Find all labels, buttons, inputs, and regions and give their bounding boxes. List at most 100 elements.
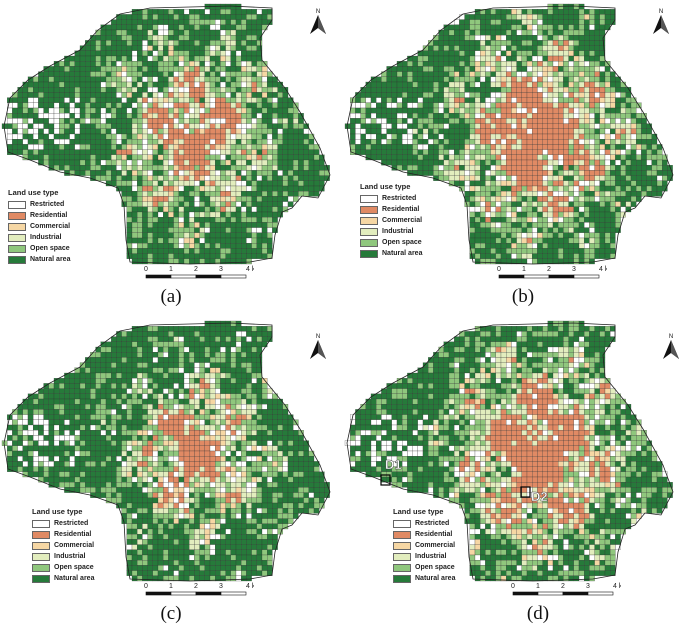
legend-item: Natural area <box>8 254 70 265</box>
scale-tick-label: 0 <box>144 266 148 273</box>
legend-item: Restricted <box>32 518 94 529</box>
legend-item: Industrial <box>8 232 70 243</box>
map-boundary <box>346 5 674 265</box>
legend-item: Restricted <box>360 193 422 204</box>
land-use-grid <box>1 3 330 265</box>
scale-bar-segment <box>195 274 222 279</box>
land-use-map-d: D1 D2 <box>344 320 674 582</box>
map-boundary <box>346 322 674 582</box>
scale-bar-graphic: 0 1 2 3 4 km <box>144 583 261 596</box>
scale-bar-segment <box>170 591 197 596</box>
legend-swatch <box>32 574 50 583</box>
scale-bar-segment <box>587 591 614 596</box>
legend-label: Residential <box>415 531 453 538</box>
scale-tick-label: 4 km <box>613 583 621 590</box>
scale-tick-label: 0 <box>497 266 501 273</box>
scale-bar-graphic: 0 1 2 3 4 km <box>497 266 614 279</box>
north-arrow: N <box>661 331 681 366</box>
panel-caption: (d) <box>526 603 550 624</box>
legend-swatch <box>32 519 50 528</box>
scale-tick-label: 1 <box>169 266 173 273</box>
map-legend: Land use type Restricted Residential Comme… <box>32 507 94 584</box>
legend-swatch <box>393 574 411 583</box>
scale-tick-label: 3 <box>219 266 223 273</box>
scale-tick-label: 4 km <box>246 583 254 590</box>
land-use-map-c <box>1 320 331 582</box>
legend-label: Industrial <box>54 553 86 560</box>
panel-caption: (b) <box>511 286 535 307</box>
scale-bar-graphic: 0 1 2 3 4 km <box>511 583 628 596</box>
legend-swatch <box>360 194 378 203</box>
north-arrow-icon: N <box>310 9 326 34</box>
legend-swatch <box>8 233 26 242</box>
scale-tick-label: 1 <box>169 583 173 590</box>
legend-label: Restricted <box>415 520 450 527</box>
map-panel-d: D1 D2 N Land use type Restricted Residenti… <box>343 317 685 633</box>
map-boundary <box>3 322 331 582</box>
legend-item: Industrial <box>32 551 94 562</box>
legend-swatch <box>32 563 50 572</box>
legend-label: Residential <box>30 212 68 219</box>
legend-label: Restricted <box>30 201 65 208</box>
north-arrow: N <box>651 6 671 41</box>
scale-tick-label: 2 <box>547 266 551 273</box>
legend-swatch <box>8 255 26 264</box>
legend-item: Residential <box>393 529 455 540</box>
legend-swatch <box>32 530 50 539</box>
legend-label: Natural area <box>30 256 71 263</box>
legend-title: Land use type <box>393 507 444 516</box>
scale-bar-segment <box>523 274 550 279</box>
map-panel-a: N Land use type Restricted Residential Com… <box>0 0 342 316</box>
district-marker <box>520 486 531 498</box>
north-arrow: N <box>308 6 328 41</box>
legend-item: Commercial <box>32 540 94 551</box>
scale-bar: 0 1 2 3 4 km <box>142 263 261 287</box>
legend-item: Commercial <box>360 215 422 226</box>
legend-title: Land use type <box>360 182 411 191</box>
legend-item: Industrial <box>393 551 455 562</box>
north-label: N <box>659 9 663 15</box>
land-use-map-b <box>344 3 674 265</box>
legend-label: Residential <box>54 531 92 538</box>
panel-caption: (a) <box>160 286 182 307</box>
legend-item: Natural area <box>393 573 455 584</box>
legend-item: Open space <box>393 562 455 573</box>
legend-swatch <box>393 552 411 561</box>
scale-bar: 0 1 2 3 4 km <box>495 263 614 287</box>
legend-label: Natural area <box>415 575 456 582</box>
legend-label: Natural area <box>54 575 95 582</box>
scale-bar-segment <box>498 274 525 279</box>
scale-bar-segment <box>145 591 172 596</box>
scale-tick-label: 1 <box>536 583 540 590</box>
scale-tick-label: 2 <box>561 583 565 590</box>
map-legend: Land use type Restricted Residential Comme… <box>360 182 422 259</box>
legend-swatch <box>8 211 26 220</box>
scale-bar-segment <box>512 591 539 596</box>
legend-item: Restricted <box>8 199 70 210</box>
map-boundary <box>3 5 331 265</box>
land-use-grid <box>344 320 673 582</box>
legend-swatch <box>393 530 411 539</box>
scale-bar: 0 1 2 3 4 km <box>509 580 628 604</box>
legend-item: Residential <box>360 204 422 215</box>
legend-swatch <box>393 519 411 528</box>
district-label: D2 <box>531 489 548 504</box>
scale-tick-label: 3 <box>572 266 576 273</box>
scale-tick-label: 2 <box>194 266 198 273</box>
legend-swatch <box>360 205 378 214</box>
legend-title: Land use type <box>8 188 59 197</box>
legend-item: Industrial <box>360 226 422 237</box>
land-use-grid <box>344 3 673 265</box>
legend-swatch <box>8 200 26 209</box>
legend-swatch <box>360 216 378 225</box>
map-legend: Land use type Restricted Residential Comme… <box>393 507 455 584</box>
legend-swatch <box>360 238 378 247</box>
legend-label: Industrial <box>415 553 447 560</box>
legend-label: Open space <box>54 564 94 571</box>
scale-tick-label: 0 <box>511 583 515 590</box>
district-label: D1 <box>385 457 402 472</box>
legend-swatch <box>8 222 26 231</box>
legend-label: Industrial <box>30 234 62 241</box>
legend-label: Residential <box>382 206 420 213</box>
map-panel-b: N Land use type Restricted Residential Com… <box>343 0 685 316</box>
